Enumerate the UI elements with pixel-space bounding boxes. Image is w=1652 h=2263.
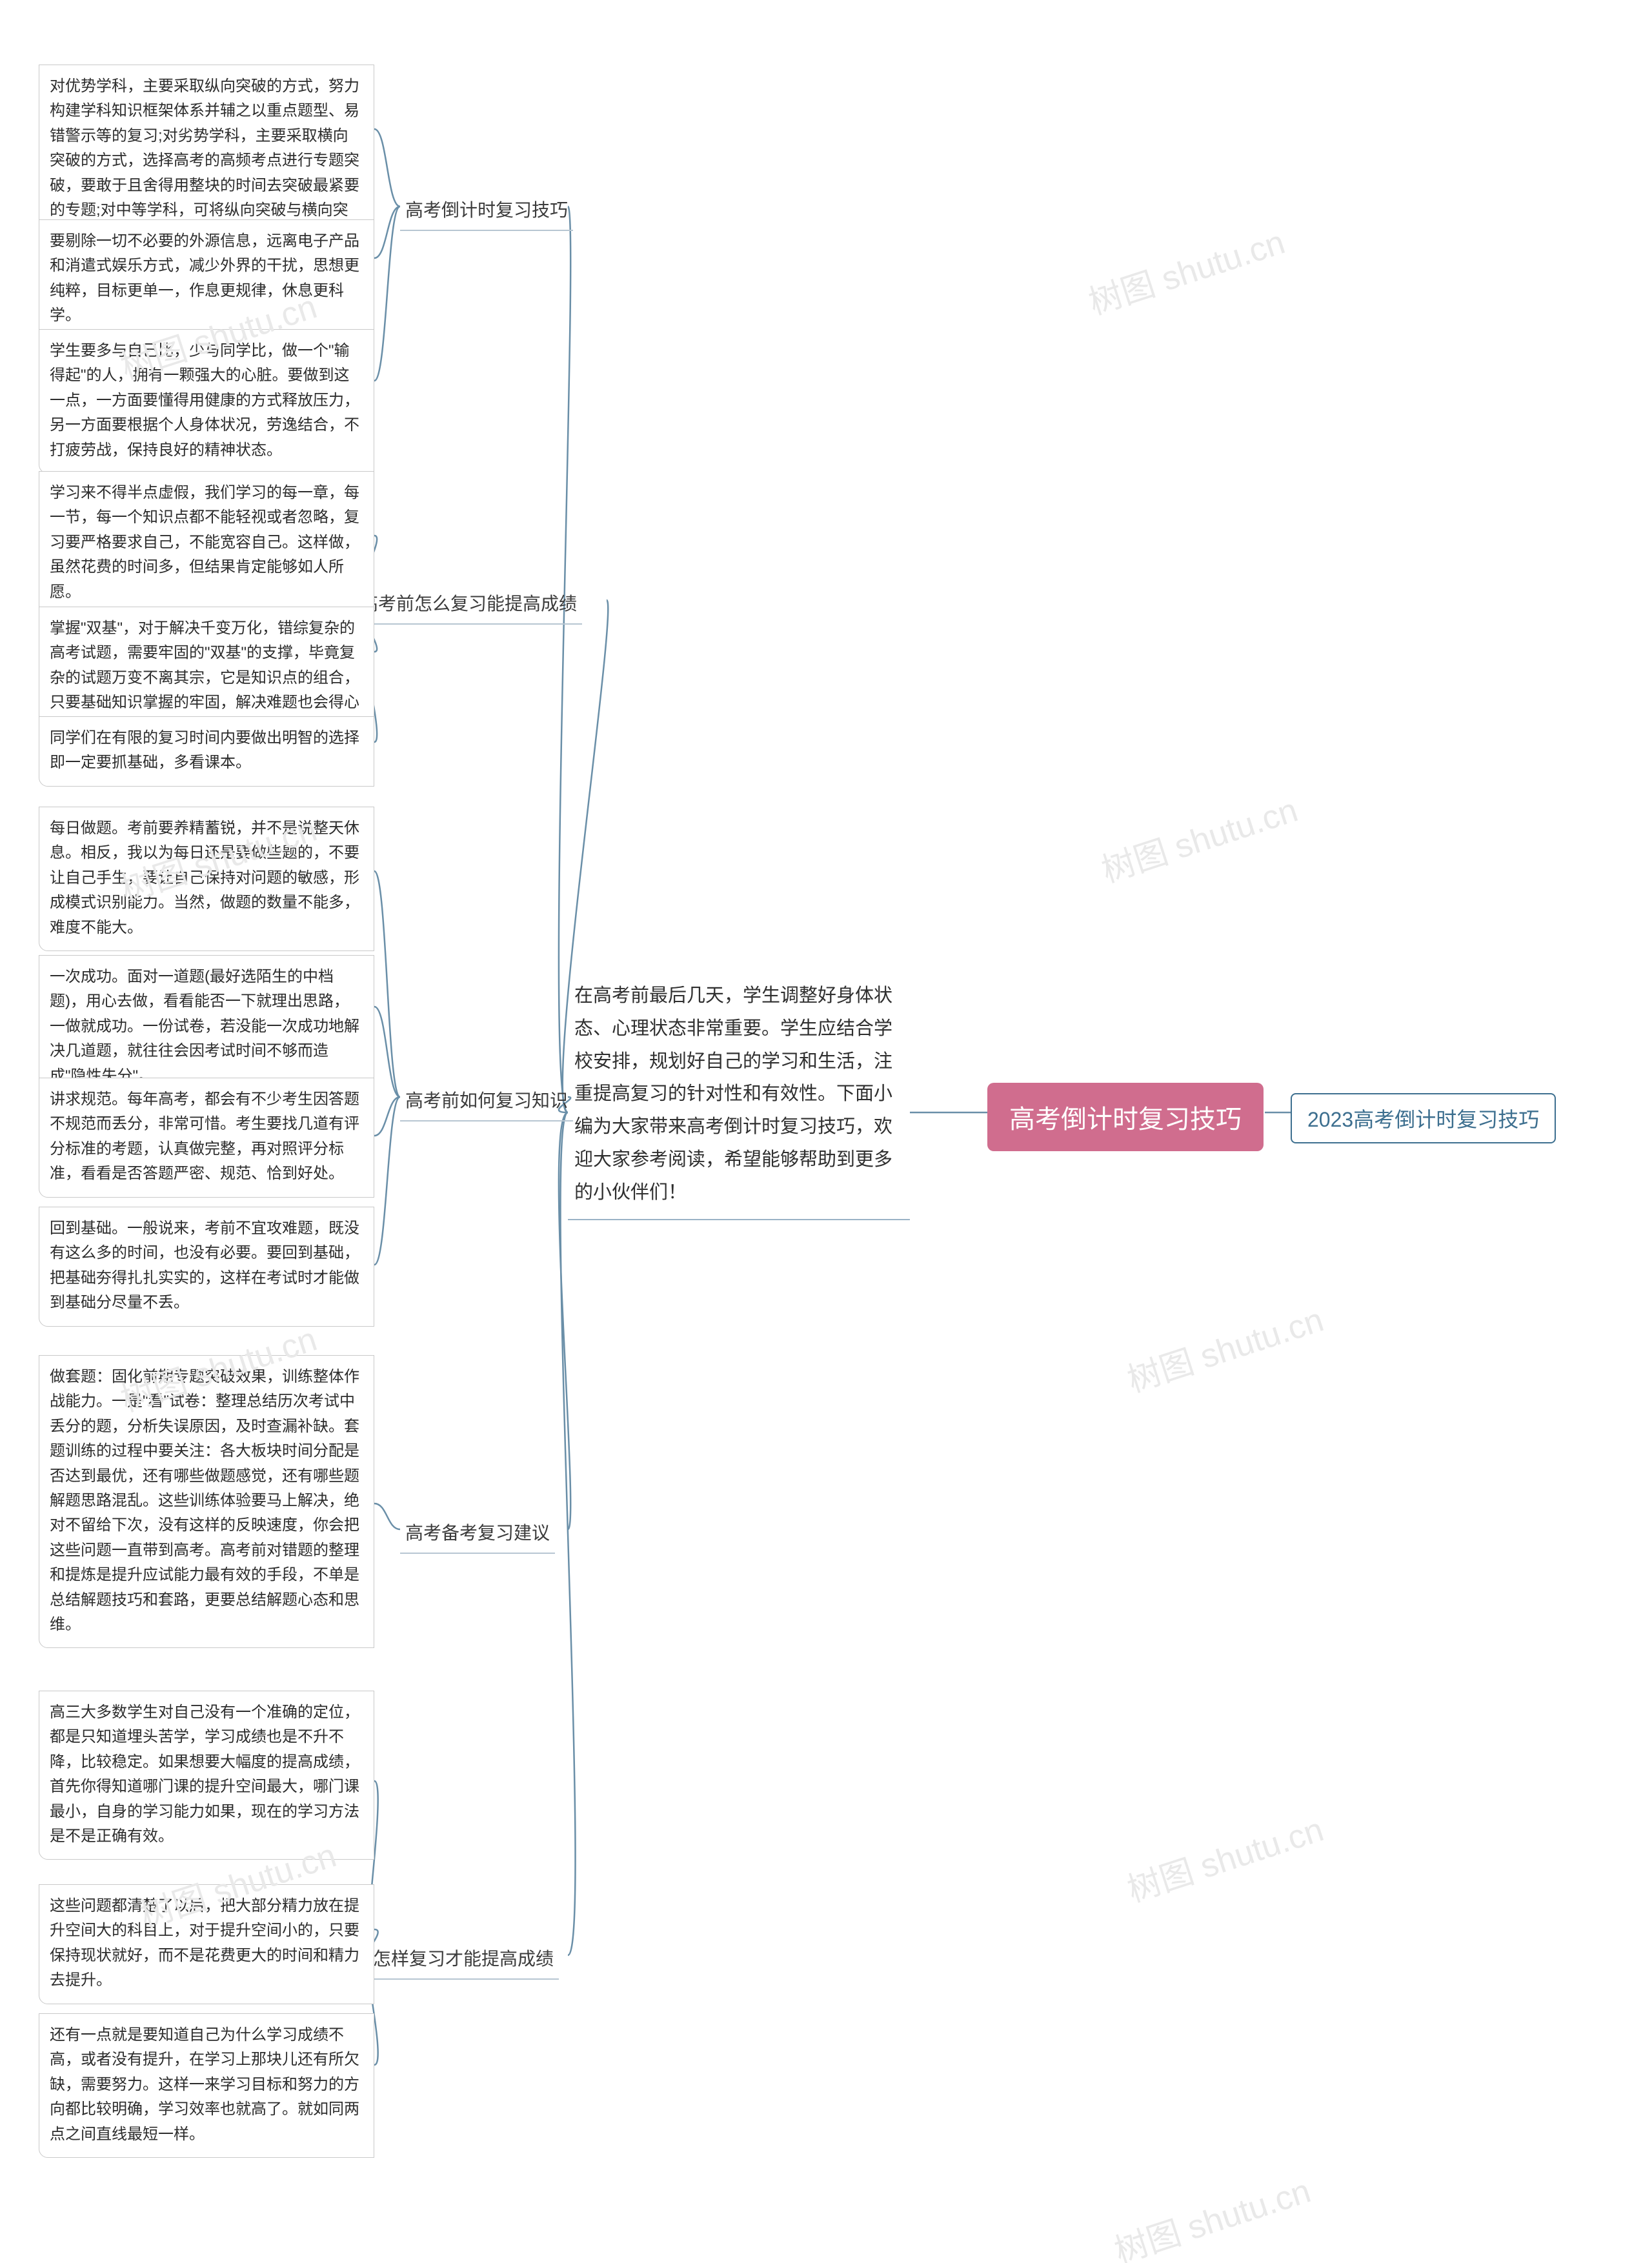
watermark: 树图 shutu.cn — [1120, 1802, 1329, 1911]
watermark: 树图 shutu.cn — [1107, 2164, 1316, 2263]
watermark: 树图 shutu.cn — [1094, 783, 1303, 892]
branch-label-2[interactable]: 高考前怎么复习能提高成绩 — [355, 587, 582, 625]
root-child-node[interactable]: 2023高考倒计时复习技巧 — [1291, 1093, 1556, 1143]
branch-label-5[interactable]: 怎样复习才能提高成绩 — [368, 1942, 559, 1980]
leaf-node: 同学们在有限的复习时间内要做出明智的选择即一定要抓基础，多看课本。 — [39, 716, 374, 787]
leaf-node: 高三大多数学生对自己没有一个准确的定位，都是只知道埋头苦学，学习成绩也是不升不降… — [39, 1691, 374, 1860]
leaf-node: 每日做题。考前要养精蓄锐，并不是说整天休息。相反，我以为每日还是要做些题的，不要… — [39, 807, 374, 951]
branch-label-1[interactable]: 高考倒计时复习技巧 — [400, 194, 573, 231]
leaf-node: 学生要多与自己比，少与同学比，做一个"输得起"的人，拥有一颗强大的心脏。要做到这… — [39, 329, 374, 474]
leaf-node: 这些问题都清楚了以后，把大部分精力放在提升空间大的科目上，对于提升空间小的，只要… — [39, 1884, 374, 2004]
branch-label-3[interactable]: 高考前如何复习知识 — [400, 1084, 573, 1121]
root-node[interactable]: 高考倒计时复习技巧 — [987, 1083, 1264, 1151]
watermark: 树图 shutu.cn — [1120, 1292, 1329, 1402]
intro-node: 在高考前最后几天，学生调整好身体状态、心理状态非常重要。学生应结合学校安排，规划… — [568, 974, 910, 1220]
watermark: 树图 shutu.cn — [1082, 215, 1290, 324]
leaf-node: 要剔除一切不必要的外源信息，远离电子产品和消遣式娱乐方式，减少外界的干扰，思想更… — [39, 219, 374, 339]
leaf-node: 学习来不得半点虚假，我们学习的每一章，每一节，每一个知识点都不能轻视或者忽略，复… — [39, 471, 374, 616]
leaf-node: 讲求规范。每年高考，都会有不少考生因答题不规范而丢分，非常可惜。考生要找几道有评… — [39, 1078, 374, 1198]
leaf-node: 回到基础。一般说来，考前不宜攻难题，既没有这么多的时间，也没有必要。要回到基础，… — [39, 1207, 374, 1327]
leaf-node: 还有一点就是要知道自己为什么学习成绩不高，或者没有提升，在学习上那块儿还有所欠缺… — [39, 2013, 374, 2158]
branch-label-4[interactable]: 高考备考复习建议 — [400, 1516, 555, 1554]
leaf-node: 做套题：固化前期专题突破效果，训练整体作战能力。一是"看"试卷：整理总结历次考试… — [39, 1355, 374, 1648]
